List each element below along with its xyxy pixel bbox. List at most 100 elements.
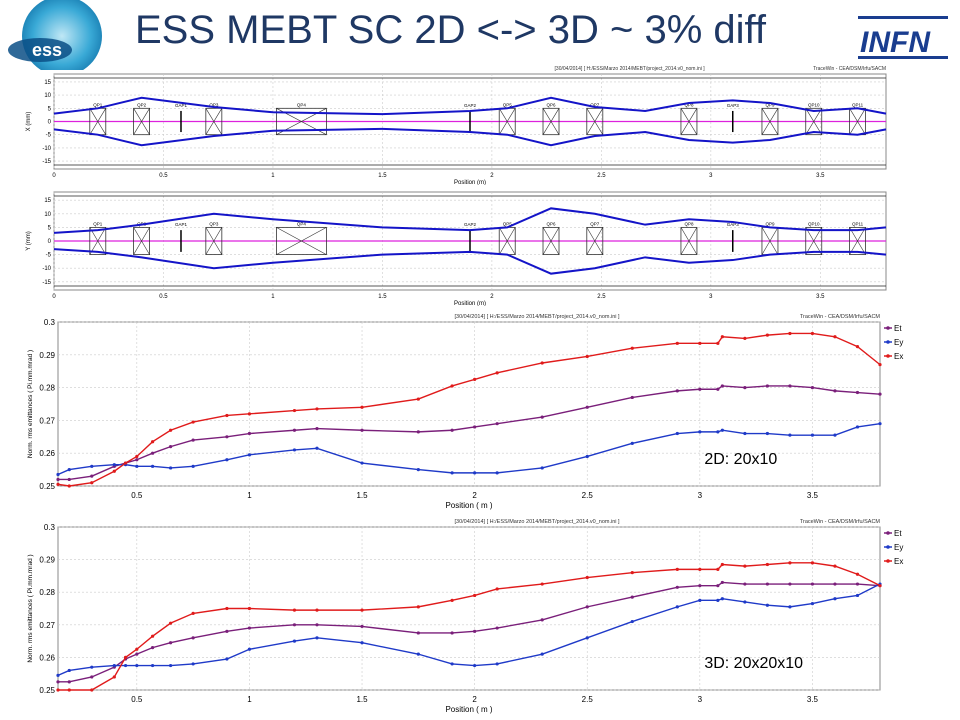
data-point-et bbox=[416, 430, 420, 434]
data-point-ey bbox=[495, 662, 499, 666]
y-tick-label: 5 bbox=[48, 106, 52, 112]
envelope-lower bbox=[53, 127, 887, 147]
x-tick-label: 3.5 bbox=[816, 294, 825, 300]
data-point-et bbox=[135, 458, 139, 462]
legend-marker bbox=[886, 326, 890, 330]
emittance-2d-chart: [30/04/2014] [ H:/ESS/Marzo 2014/MEBT/pr… bbox=[27, 314, 903, 510]
legend-marker bbox=[886, 531, 890, 535]
y-tick-label: 5 bbox=[48, 225, 52, 231]
data-point-et bbox=[810, 582, 815, 586]
data-point-ex bbox=[67, 484, 71, 488]
data-point-ey bbox=[292, 639, 297, 643]
y-tick-label: -10 bbox=[42, 266, 51, 272]
data-point-ex bbox=[473, 593, 477, 598]
data-point-ey bbox=[585, 454, 589, 459]
element-label: GAP3 bbox=[727, 222, 740, 227]
data-point-ey bbox=[743, 600, 747, 604]
data-point-ey bbox=[630, 441, 634, 445]
y-tick-label: 0.25 bbox=[39, 482, 55, 491]
data-point-ex bbox=[135, 454, 139, 459]
element-label: QP8 bbox=[684, 221, 694, 226]
y-tick-label: -5 bbox=[46, 253, 52, 259]
data-point-ex bbox=[495, 371, 499, 375]
element-label: QP11 bbox=[852, 221, 864, 226]
y-tick-label: 0.3 bbox=[44, 523, 56, 532]
data-point-ex bbox=[495, 587, 499, 591]
data-point-ey bbox=[360, 461, 364, 465]
x-tick-label: 1 bbox=[271, 294, 275, 300]
data-point-et bbox=[67, 680, 71, 684]
x-tick-label: 2.5 bbox=[582, 491, 594, 500]
data-point-et bbox=[473, 425, 477, 429]
data-point-ey bbox=[67, 468, 71, 472]
quadrupole-element bbox=[680, 107, 698, 136]
data-point-et bbox=[135, 652, 139, 656]
quadrupole-element bbox=[805, 107, 823, 136]
x-tick-label: 2.5 bbox=[597, 294, 606, 300]
data-point-ey bbox=[90, 464, 94, 468]
data-point-et bbox=[247, 431, 252, 436]
data-point-ex bbox=[698, 341, 702, 345]
software-label: TraceWin - CEA/DSM/Irfu/SACM bbox=[813, 66, 886, 72]
x-tick-label: 0.5 bbox=[159, 173, 168, 179]
data-point-ey bbox=[698, 598, 702, 602]
data-point-et bbox=[765, 384, 769, 388]
x-tick-label: 1.5 bbox=[356, 695, 368, 704]
data-point-et bbox=[450, 631, 454, 635]
data-point-ey bbox=[450, 662, 454, 666]
data-point-et bbox=[90, 675, 94, 679]
data-point-ex bbox=[788, 331, 792, 336]
data-point-ex bbox=[67, 688, 71, 692]
data-point-ey bbox=[169, 663, 173, 668]
data-point-ex bbox=[191, 611, 195, 615]
quadrupole-element bbox=[89, 226, 107, 256]
element-label: QP7 bbox=[590, 221, 600, 226]
data-point-et bbox=[630, 595, 634, 599]
element-label: QP3 bbox=[209, 221, 219, 226]
series-line-ey bbox=[57, 422, 881, 476]
element-label: QP10 bbox=[808, 221, 820, 226]
plot-area bbox=[57, 321, 881, 487]
data-point-et bbox=[788, 384, 792, 388]
data-point-et bbox=[191, 438, 195, 442]
software-label: TraceWin - CEA/DSM/Irfu/SACM bbox=[800, 314, 881, 320]
x-tick-label: 3 bbox=[698, 695, 703, 704]
legend-label: Ey bbox=[894, 338, 903, 347]
quadrupole-element bbox=[849, 226, 866, 256]
y-tick-label: -5 bbox=[46, 133, 52, 139]
data-point-ey bbox=[716, 430, 720, 434]
data-point-et bbox=[292, 623, 297, 627]
element-label: GAP1 bbox=[175, 222, 188, 227]
data-point-et bbox=[315, 623, 319, 627]
data-point-ey bbox=[225, 657, 229, 661]
x-tick-label: 3 bbox=[698, 491, 703, 500]
data-point-et bbox=[765, 582, 769, 586]
data-point-et bbox=[191, 636, 195, 640]
y-tick-label: 0.28 bbox=[39, 588, 55, 597]
data-point-ex bbox=[788, 561, 792, 565]
legend-label: Ex bbox=[894, 557, 903, 566]
data-point-et bbox=[292, 428, 297, 432]
x-axis-label: Position ( m ) bbox=[445, 501, 492, 510]
data-point-ey bbox=[473, 471, 477, 475]
y-tick-label: 0.3 bbox=[44, 318, 56, 327]
data-point-ey bbox=[495, 471, 499, 475]
y-tick-label: 0.27 bbox=[39, 416, 55, 425]
data-point-et bbox=[585, 405, 589, 409]
series-line-ex bbox=[58, 562, 881, 691]
x-tick-label: 3.5 bbox=[807, 695, 819, 704]
data-point-ex bbox=[585, 354, 589, 359]
data-point-et bbox=[788, 582, 792, 586]
element-label: QP1 bbox=[93, 221, 103, 226]
data-point-ex bbox=[833, 564, 837, 568]
y-tick-label: 0 bbox=[48, 120, 52, 126]
legend-label: Ey bbox=[894, 543, 903, 552]
quadrupole-element bbox=[133, 107, 150, 136]
resolution-annotation: 2D: 20x10 bbox=[704, 451, 777, 468]
data-point-ex bbox=[123, 655, 128, 659]
resolution-annotation: 3D: 20x20x10 bbox=[704, 655, 803, 672]
element-label: QP4 bbox=[297, 102, 307, 107]
quadrupole-element bbox=[761, 107, 779, 136]
quadrupole-element bbox=[542, 226, 560, 256]
data-point-et bbox=[855, 582, 860, 586]
